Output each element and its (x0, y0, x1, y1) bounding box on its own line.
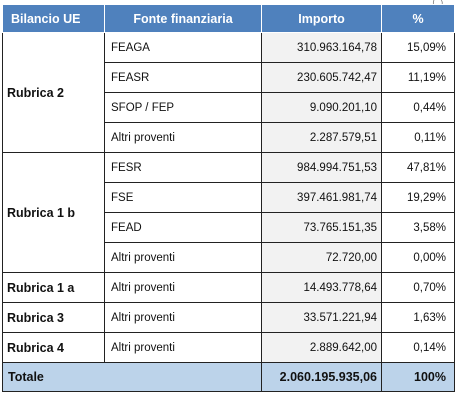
percent-cell: 0,11% (381, 122, 455, 153)
source-cell: SFOP / FEP (104, 92, 262, 123)
header-fonte-finanziaria: Fonte finanziaria (104, 4, 262, 33)
table-row: Rubrica 2 FEAGA 310.963.164,78 15,09% (2, 32, 455, 153)
percent-cell: 19,29% (381, 182, 455, 213)
amount-cell: 397.461.981,74 (261, 182, 382, 213)
clipped-fragment-text: (...) (432, 0, 444, 7)
source-cell: Altri proventi (104, 302, 262, 333)
header-bilancio-ue: Bilancio UE (2, 4, 105, 33)
source-cell: Altri proventi (104, 332, 262, 363)
group-label-rubrica-4: Rubrica 4 (2, 332, 105, 363)
percent-cell: 0,14% (381, 332, 455, 363)
table-row: Rubrica 4 Altri proventi 2.889.642,00 0,… (2, 332, 455, 363)
amount-cell: 310.963.164,78 (261, 32, 382, 63)
table-row: FEASR 230.605.742,47 11,19% (3, 62, 455, 93)
table-row: FEAD 73.765.151,35 3,58% (3, 212, 455, 243)
group-label-rubrica-1a: Rubrica 1 a (2, 272, 105, 303)
table-row: Rubrica 3 Altri proventi 33.571.221,94 1… (2, 302, 455, 333)
group-label-rubrica-1b: Rubrica 1 b (2, 152, 105, 273)
percent-cell: 1,63% (381, 302, 455, 333)
amount-cell: 230.605.742,47 (261, 62, 382, 93)
header-row: Bilancio UE Fonte finanziaria Importo % (2, 4, 455, 33)
table-row: Altri proventi 72.720,00 0,00% (3, 242, 455, 273)
percent-cell: 0,70% (381, 272, 455, 303)
total-row: Totale 2.060.195.935,06 100% (2, 362, 455, 392)
table-row: Rubrica 1 a Altri proventi 14.493.778,64… (2, 272, 455, 303)
total-label: Totale (2, 362, 262, 392)
group-label-rubrica-2: Rubrica 2 (2, 32, 105, 153)
amount-cell: 33.571.221,94 (261, 302, 382, 333)
source-cell: Altri proventi (104, 122, 262, 153)
percent-cell: 0,00% (381, 242, 455, 273)
header-importo: Importo (261, 4, 382, 33)
group-label-rubrica-3: Rubrica 3 (2, 302, 105, 333)
source-cell: Altri proventi (104, 272, 262, 303)
total-percent: 100% (381, 362, 455, 392)
header-percent: % (381, 4, 455, 33)
amount-cell: 9.090.201,10 (261, 92, 382, 123)
source-cell: FSE (104, 182, 262, 213)
amount-cell: 2.889.642,00 (261, 332, 382, 363)
source-cell: Altri proventi (104, 242, 262, 273)
percent-cell: 11,19% (381, 62, 455, 93)
eu-budget-funding-table: Bilancio UE Fonte finanziaria Importo % … (2, 4, 455, 392)
source-cell: FEAGA (104, 32, 262, 63)
table-row: FSE 397.461.981,74 19,29% (3, 182, 455, 213)
source-cell: FEAD (104, 212, 262, 243)
amount-cell: 2.287.579,51 (261, 122, 382, 153)
table-row: SFOP / FEP 9.090.201,10 0,44% (3, 92, 455, 123)
source-cell: FEASR (104, 62, 262, 93)
table-row: Altri proventi 2.287.579,51 0,11% (3, 122, 455, 153)
amount-cell: 72.720,00 (261, 242, 382, 273)
percent-cell: 47,81% (381, 152, 455, 183)
table-row: Rubrica 1 b FESR 984.994.751,53 47,81% (2, 152, 455, 273)
percent-cell: 15,09% (381, 32, 455, 63)
amount-cell: 73.765.151,35 (261, 212, 382, 243)
source-cell: FESR (104, 152, 262, 183)
percent-cell: 3,58% (381, 212, 455, 243)
amount-cell: 984.994.751,53 (261, 152, 382, 183)
percent-cell: 0,44% (381, 92, 455, 123)
total-amount: 2.060.195.935,06 (261, 362, 382, 392)
amount-cell: 14.493.778,64 (261, 272, 382, 303)
